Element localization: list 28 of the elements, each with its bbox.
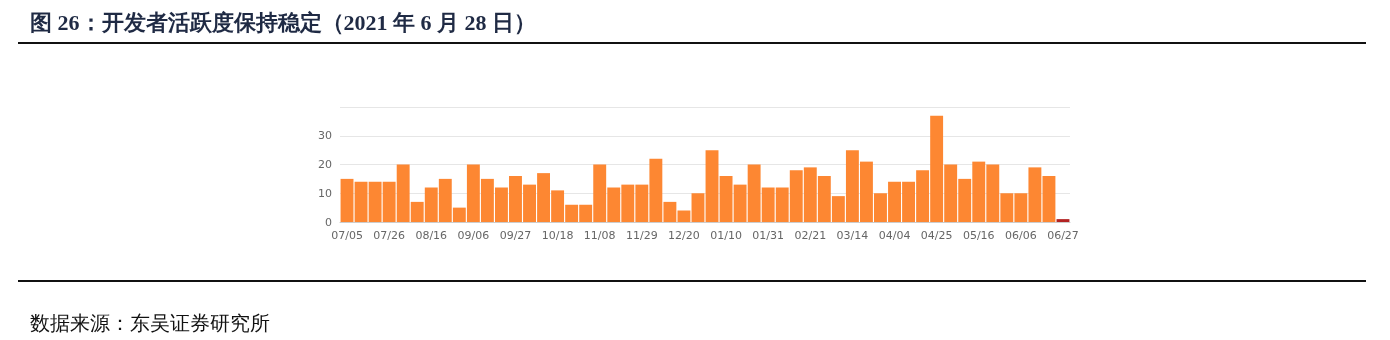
source-note: 数据来源：东吴证券研究所	[30, 311, 270, 336]
x-tick-label: 02/21	[794, 229, 827, 242]
bar	[340, 178, 354, 222]
x-tick-label: 09/06	[457, 229, 490, 242]
x-tick-label: 09/27	[499, 229, 532, 242]
x-tick-label: 01/10	[710, 229, 742, 242]
y-tick-label: 20	[318, 158, 332, 171]
bar	[1056, 219, 1070, 222]
x-tick-label: 01/31	[752, 229, 785, 242]
x-tick-label: 06/06	[1005, 229, 1037, 242]
x-tick-label: 04/04	[878, 229, 911, 242]
x-tick-label: 07/05	[331, 229, 363, 242]
x-tick-label: 05/16	[962, 229, 995, 242]
x-tick-label: 08/16	[415, 229, 448, 242]
x-tick-label: 11/08	[583, 229, 616, 242]
x-tick-label: 07/26	[373, 229, 405, 242]
x-tick-label: 06/27	[1047, 229, 1079, 242]
y-tick-label: 10	[318, 186, 332, 200]
y-tick-label: 30	[318, 129, 332, 143]
bar	[705, 150, 719, 222]
x-tick-label: 04/25	[920, 229, 953, 242]
x-tick-label: 03/14	[836, 229, 869, 242]
y-tick-label: 0	[325, 215, 332, 229]
x-tick-label: 10/18	[541, 229, 574, 242]
x-tick-label: 11/29	[625, 229, 658, 242]
chart-title: 图 26：开发者活跃度保持稳定（2021 年 6 月 28 日）	[30, 9, 536, 37]
bar	[691, 193, 705, 222]
x-tick-label: 12/20	[668, 229, 700, 242]
